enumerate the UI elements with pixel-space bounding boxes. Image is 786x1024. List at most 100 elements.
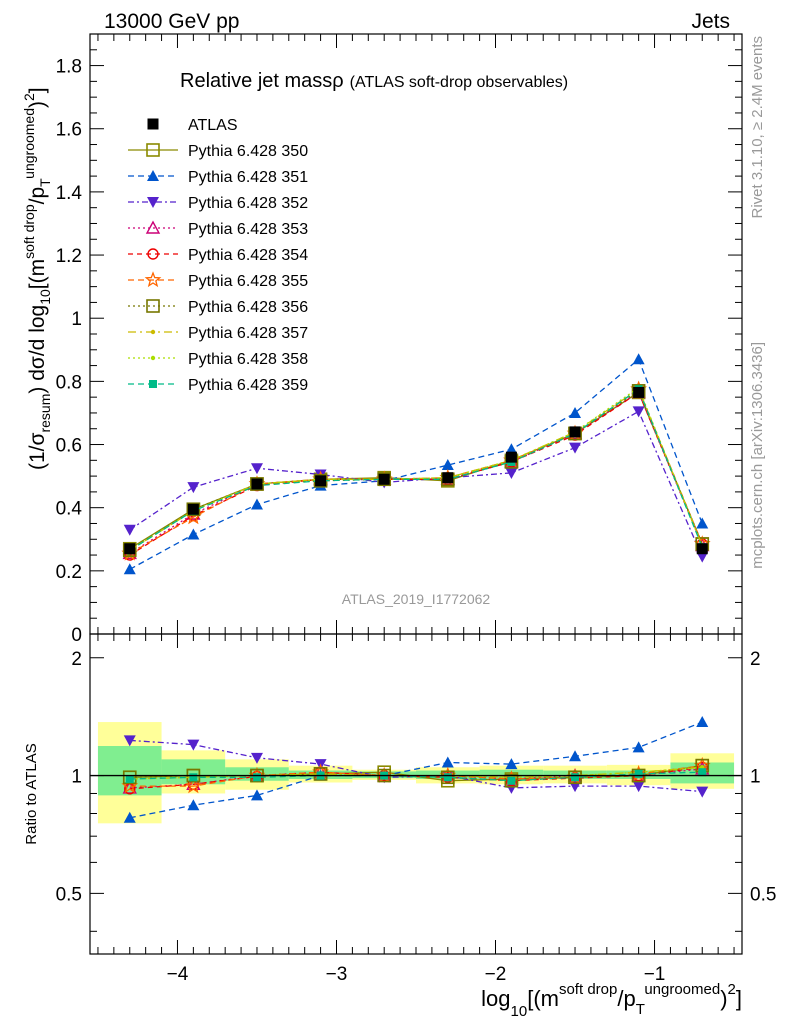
series-pythia-6.428-357 — [127, 387, 705, 553]
data-point — [505, 467, 518, 479]
data-point — [441, 459, 454, 471]
legend-label: Pythia 6.428 351 — [188, 169, 308, 186]
legend-label: Pythia 6.428 354 — [188, 247, 308, 264]
legend-entry: Pythia 6.428 356 — [128, 299, 308, 316]
ratio-frame — [89, 633, 743, 955]
legend-label: Pythia 6.428 356 — [188, 299, 308, 316]
series-pythia-6.428-350 — [122, 385, 710, 556]
data-point — [315, 475, 327, 487]
main-ytick-label: 1.8 — [56, 57, 82, 78]
legend-entry: Pythia 6.428 352 — [128, 195, 308, 212]
legend-entry: Pythia 6.428 353 — [128, 220, 308, 238]
data-point — [378, 473, 390, 485]
ratio-point — [441, 756, 454, 768]
x-tick-label: −3 — [326, 964, 348, 985]
main-ytick-label: 0 — [71, 625, 82, 646]
main-ytick-label: 0.4 — [56, 499, 83, 520]
x-tick-label: −1 — [644, 964, 666, 985]
legend-label: Pythia 6.428 353 — [188, 221, 308, 238]
ratio-point — [507, 776, 516, 785]
series-pythia-6.428-359 — [125, 385, 707, 555]
ratio-point — [184, 777, 202, 794]
main-ylabel: (1/σresum) dσ/d log10[(msoft drop/pTungr… — [21, 87, 53, 470]
legend-entry: Pythia 6.428 354 — [128, 247, 308, 264]
legend-marker — [150, 355, 156, 361]
data-point — [250, 463, 263, 475]
series-line — [129, 388, 703, 555]
ratio-line — [129, 721, 703, 819]
ratio-series-lines — [90, 716, 742, 823]
ratio-point — [632, 781, 645, 793]
legend-marker — [147, 197, 159, 208]
series-pythia-6.428-356 — [122, 384, 710, 558]
data-point — [505, 451, 517, 463]
ratio-point — [634, 769, 643, 778]
legend-label: Pythia 6.428 359 — [188, 377, 308, 394]
ratio-point — [250, 789, 263, 801]
legend-marker — [147, 170, 159, 181]
data-point — [187, 528, 200, 540]
data-point — [187, 503, 199, 515]
main-ytick-label: 1.2 — [56, 246, 82, 267]
ratio-point — [505, 782, 518, 794]
series-pythia-6.428-352 — [123, 406, 709, 563]
main-ytick-label: 1.4 — [56, 183, 83, 204]
legend-marker — [149, 380, 157, 388]
legend-marker — [145, 220, 161, 234]
ratio-ytick-label: 2 — [71, 649, 82, 670]
ratio-point — [696, 716, 709, 728]
legend-label: Pythia 6.428 350 — [188, 143, 308, 160]
legend-entry: Pythia 6.428 351 — [128, 169, 308, 186]
series-line — [129, 391, 703, 550]
data-point — [123, 563, 136, 575]
series-line — [129, 410, 703, 557]
legend-marker — [147, 118, 159, 130]
ratio-line — [129, 766, 703, 790]
data-point — [186, 502, 201, 517]
data-point — [123, 524, 136, 536]
series-line — [129, 388, 703, 551]
legend-marker — [150, 329, 156, 335]
ratio-point — [122, 770, 137, 785]
ratio-line — [129, 765, 703, 787]
x-tick-label: −4 — [167, 964, 189, 985]
ratio-ytick-label-right: 2 — [750, 649, 761, 670]
legend-marker — [146, 299, 160, 313]
ratio-point — [189, 773, 198, 782]
legend-marker — [144, 271, 162, 288]
series-pythia-6.428-355 — [121, 380, 711, 561]
data-point — [632, 406, 645, 418]
data-point — [569, 442, 582, 454]
data-point — [251, 478, 263, 490]
ratio-ylabel: Ratio to ATLAS — [23, 743, 40, 844]
legend-entry: ATLAS — [147, 117, 238, 134]
rivet-label: Rivet 3.1.10, ≥ 2.4M events — [749, 36, 766, 219]
legend-label: Pythia 6.428 355 — [188, 273, 308, 290]
data-point — [632, 353, 645, 365]
main-ytick-label: 0.6 — [56, 436, 82, 457]
ratio-point — [187, 739, 200, 751]
ratio-ytick-label-right: 0.5 — [750, 884, 776, 905]
data-point — [633, 386, 645, 398]
ratio-point — [252, 773, 261, 782]
data-point — [505, 443, 518, 455]
data-point — [696, 517, 709, 529]
legend-label: Pythia 6.428 357 — [188, 325, 308, 342]
legend-label: ATLAS — [188, 117, 238, 134]
data-point — [696, 543, 708, 555]
data-point — [442, 472, 454, 484]
data-point — [187, 482, 200, 494]
legend-label: Pythia 6.428 358 — [188, 351, 308, 368]
main-series-lines — [121, 353, 711, 575]
series-line — [129, 389, 703, 551]
ratio-point — [125, 774, 134, 783]
ratio-point — [123, 811, 136, 823]
series-line — [129, 358, 703, 570]
series-atlas — [124, 386, 708, 555]
ratio-point — [187, 799, 200, 811]
series-line — [129, 386, 703, 551]
ratio-point — [250, 752, 263, 764]
ratio-point — [443, 773, 452, 782]
axes: 0 0.2 0.4 0.6 0.8 1 1.2 1.4 1.6 1.8 −4 −3 −2 −1 0.5 0.5… — [56, 33, 776, 985]
